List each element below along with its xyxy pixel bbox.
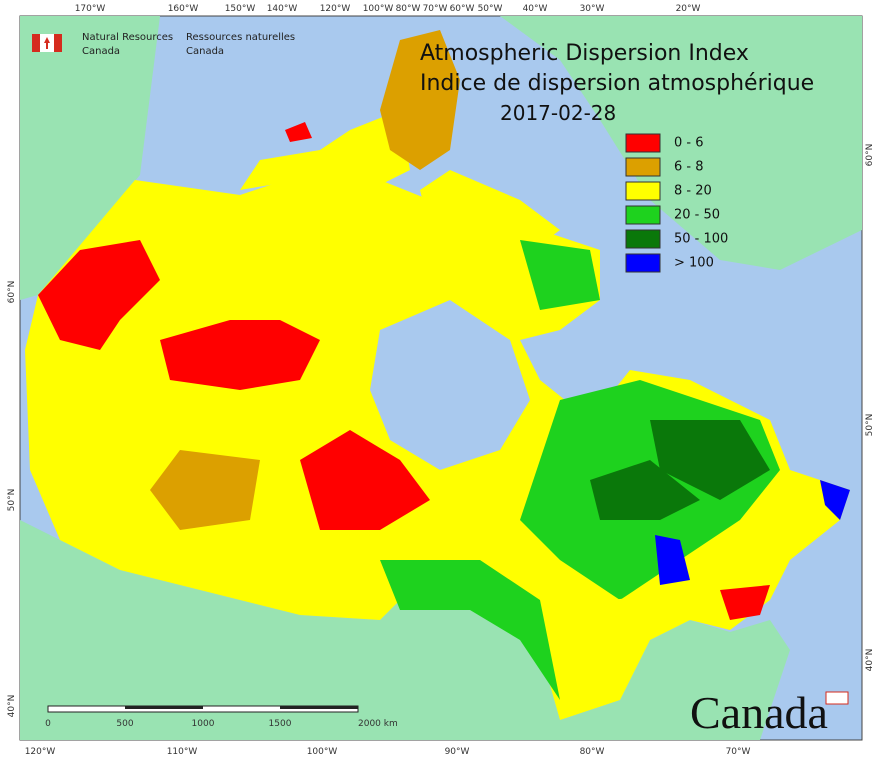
legend-label: 8 - 20 [674, 184, 712, 199]
usa [20, 520, 790, 740]
longitude-label: 80°W [580, 747, 605, 757]
alaska [20, 16, 160, 300]
longitude-label: 20°W [676, 4, 701, 14]
legend-label: 50 - 100 [674, 232, 728, 247]
longitude-label: 170°W [75, 4, 106, 14]
baffin [420, 170, 560, 260]
legend-swatch [625, 181, 661, 201]
latitude-label: 60°N [7, 281, 17, 304]
flag-leaf [44, 37, 50, 49]
scale-label: 2000 km [358, 719, 398, 729]
agency-en: Natural Resources [82, 32, 173, 43]
longitude-label: 70°W [423, 4, 448, 14]
legend-swatch [625, 205, 661, 225]
scale-bar-seg [125, 706, 203, 709]
legend-label: 6 - 8 [674, 160, 704, 175]
legend-swatch [625, 253, 661, 273]
zone-red [160, 320, 320, 390]
greenland [500, 16, 862, 270]
scale-label: 500 [116, 719, 133, 729]
longitude-label: 100°W [363, 4, 394, 14]
longitude-label: 140°W [267, 4, 298, 14]
latitude-label: 50°N [865, 414, 875, 437]
zone-red [720, 585, 770, 620]
scale-label: 1000 [192, 719, 215, 729]
zone-blue [655, 535, 690, 585]
longitude-label: 120°W [320, 4, 351, 14]
flag-bar [32, 34, 40, 52]
agency-fr: Canada [186, 46, 224, 57]
longitude-label: 30°W [580, 4, 605, 14]
wordmark-flag [825, 691, 849, 705]
latitude-label: 40°N [7, 695, 17, 718]
zone-green [520, 240, 600, 310]
zone-blue [820, 480, 850, 520]
zone-orange [150, 450, 260, 530]
longitude-label: 40°W [523, 4, 548, 14]
agency-fr: Ressources naturelles [186, 32, 295, 43]
longitude-label: 50°W [478, 4, 503, 14]
flag-bar [54, 34, 62, 52]
legend-swatch [625, 229, 661, 249]
zone-red [300, 430, 430, 530]
longitude-label: 90°W [445, 747, 470, 757]
title: Indice de dispersion atmosphérique [420, 71, 814, 96]
zone-darkgreen [590, 460, 700, 520]
legend-label: > 100 [674, 256, 714, 271]
zone-yellow [610, 595, 670, 625]
legend-swatch [625, 157, 661, 177]
legend-swatch [625, 133, 661, 153]
longitude-label: 100°W [307, 747, 338, 757]
arctic-islands [240, 110, 410, 190]
scale-label: 0 [45, 719, 51, 729]
longitude-label: 110°W [167, 747, 198, 757]
legend-label: 0 - 6 [674, 136, 704, 151]
scale-label: 1500 [269, 719, 292, 729]
wordmark: Canada [690, 687, 828, 738]
latitude-label: 40°N [865, 649, 875, 672]
longitude-label: 70°W [726, 747, 751, 757]
zone-red [38, 240, 160, 350]
latitude-label: 60°N [865, 144, 875, 167]
scale-bar-seg [280, 706, 358, 709]
longitude-label: 60°W [450, 4, 475, 14]
ellesmere [380, 30, 460, 170]
date: 2017-02-28 [500, 101, 616, 125]
zone-green [380, 560, 560, 700]
hudson-bay [370, 300, 530, 470]
title: Atmospheric Dispersion Index [420, 41, 749, 66]
zone-darkgreen [650, 420, 770, 500]
island-red [285, 122, 312, 142]
longitude-label: 80°W [396, 4, 421, 14]
longitude-label: 160°W [168, 4, 199, 14]
latitude-label: 50°N [7, 489, 17, 512]
agency-en: Canada [82, 46, 120, 57]
longitude-label: 150°W [225, 4, 256, 14]
legend-label: 20 - 50 [674, 208, 720, 223]
longitude-label: 120°W [25, 747, 56, 757]
